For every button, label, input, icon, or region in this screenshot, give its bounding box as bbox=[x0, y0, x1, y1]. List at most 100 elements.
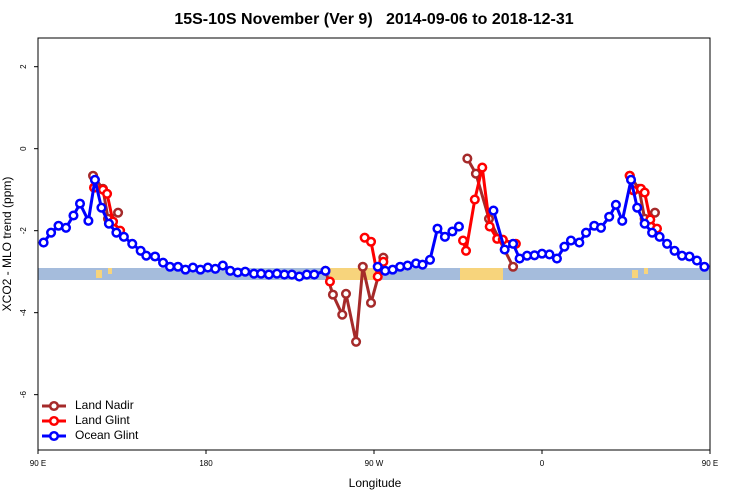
point bbox=[164, 261, 176, 272]
point bbox=[595, 222, 607, 233]
legend-marker bbox=[48, 415, 60, 427]
point bbox=[217, 260, 228, 271]
point bbox=[89, 174, 100, 185]
point bbox=[457, 235, 469, 246]
land-band bbox=[632, 270, 638, 278]
point bbox=[60, 222, 72, 233]
point bbox=[469, 194, 480, 205]
point bbox=[610, 199, 621, 210]
point bbox=[432, 223, 443, 234]
x-tick-label: 90 E bbox=[30, 459, 46, 468]
point bbox=[149, 251, 161, 262]
point bbox=[309, 269, 320, 280]
point bbox=[113, 207, 124, 218]
point bbox=[96, 202, 107, 213]
point bbox=[351, 336, 362, 347]
point bbox=[340, 288, 352, 299]
series-line bbox=[93, 166, 659, 279]
point bbox=[559, 241, 570, 252]
y-tick-label: 0 bbox=[19, 146, 28, 151]
point bbox=[699, 261, 710, 272]
point bbox=[102, 188, 113, 199]
point bbox=[632, 202, 643, 213]
point bbox=[439, 231, 450, 242]
point bbox=[74, 198, 86, 209]
legend-label: Land Glint bbox=[75, 413, 130, 427]
point bbox=[460, 245, 472, 256]
legend-label: Ocean Glint bbox=[75, 428, 139, 442]
point bbox=[477, 162, 488, 173]
point bbox=[649, 207, 660, 218]
legend-marker bbox=[48, 430, 60, 442]
point bbox=[365, 236, 377, 247]
point bbox=[327, 289, 338, 300]
x-tick-label: 90 E bbox=[702, 459, 718, 468]
point bbox=[357, 261, 368, 272]
x-tick-label: 180 bbox=[199, 459, 213, 468]
point bbox=[240, 266, 251, 277]
point bbox=[127, 238, 138, 249]
land-band bbox=[108, 268, 112, 274]
point bbox=[691, 255, 702, 266]
y-tick-label: 2 bbox=[19, 64, 28, 69]
legend-label: Land Nadir bbox=[75, 398, 134, 412]
point bbox=[508, 238, 519, 249]
y-tick-label: -2 bbox=[19, 227, 28, 235]
point bbox=[424, 254, 436, 265]
point bbox=[462, 153, 473, 164]
point bbox=[402, 260, 413, 271]
point bbox=[544, 249, 555, 260]
x-axis-label: Longitude bbox=[349, 476, 402, 490]
point bbox=[111, 227, 122, 238]
point bbox=[617, 215, 628, 226]
point bbox=[256, 268, 267, 279]
y-tick-label: -6 bbox=[19, 391, 28, 399]
land-band bbox=[644, 268, 648, 274]
point bbox=[565, 235, 576, 246]
point bbox=[684, 251, 695, 262]
land-band bbox=[330, 268, 376, 280]
point bbox=[581, 227, 592, 238]
point bbox=[625, 174, 637, 185]
point bbox=[103, 218, 114, 229]
point bbox=[324, 276, 335, 287]
point bbox=[158, 257, 169, 268]
point bbox=[647, 227, 658, 238]
point bbox=[38, 237, 49, 248]
y-axis-label: XCO2 - MLO trend (ppm) bbox=[0, 177, 14, 312]
point bbox=[320, 265, 331, 276]
point bbox=[68, 210, 79, 221]
point bbox=[118, 231, 129, 242]
point bbox=[372, 271, 383, 282]
point bbox=[669, 245, 680, 256]
legend-marker bbox=[48, 400, 60, 412]
point bbox=[484, 221, 495, 232]
point bbox=[551, 253, 562, 264]
point bbox=[453, 221, 464, 232]
point bbox=[365, 297, 377, 308]
point bbox=[417, 259, 428, 270]
point bbox=[263, 269, 274, 280]
land-band bbox=[460, 268, 503, 280]
point bbox=[639, 218, 650, 229]
point bbox=[654, 231, 665, 242]
point bbox=[83, 215, 94, 226]
point bbox=[372, 261, 383, 272]
point bbox=[604, 211, 615, 222]
x-tick-label: 0 bbox=[540, 459, 545, 468]
point bbox=[662, 238, 673, 249]
point bbox=[508, 261, 519, 272]
land-band bbox=[96, 270, 102, 278]
point bbox=[337, 309, 348, 320]
point bbox=[499, 244, 510, 255]
y-tick-label: -4 bbox=[19, 309, 28, 317]
point bbox=[141, 250, 152, 261]
x-tick-label: 90 W bbox=[365, 459, 384, 468]
point bbox=[574, 237, 585, 248]
point bbox=[488, 205, 499, 216]
series-line bbox=[91, 157, 656, 344]
chart-title: 15S-10S November (Ver 9) 2014-09-06 to 2… bbox=[174, 11, 573, 28]
point bbox=[46, 227, 57, 238]
point bbox=[447, 226, 458, 237]
